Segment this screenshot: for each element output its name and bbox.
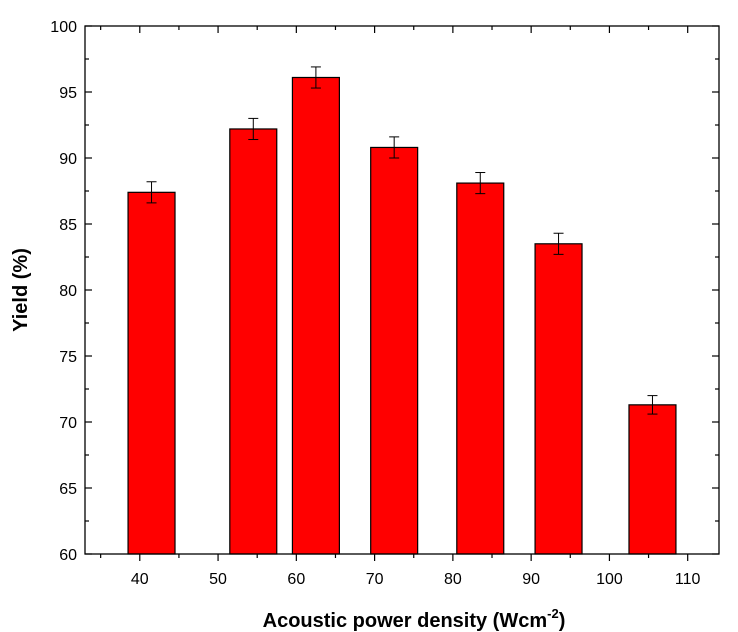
x-tick-label: 100 xyxy=(596,571,623,588)
error-bar-7 xyxy=(647,395,658,415)
y-tick-label: 70 xyxy=(59,415,77,432)
bar-4 xyxy=(370,146,419,555)
error-bar-3 xyxy=(310,66,321,89)
x-tick-label: 110 xyxy=(675,571,701,588)
x-axis-title-superscript: -2 xyxy=(547,606,559,621)
y-tick-label: 60 xyxy=(59,547,77,564)
bar-2 xyxy=(229,128,278,555)
bar-1 xyxy=(127,191,176,555)
error-bar-4 xyxy=(389,136,400,159)
y-tick-label: 100 xyxy=(50,19,77,36)
x-axis-title: Acoustic power density (Wcm-2) xyxy=(263,606,566,632)
x-tick-label: 90 xyxy=(522,571,540,588)
bar-6 xyxy=(534,243,583,555)
x-tick-label: 50 xyxy=(209,571,227,588)
y-tick-label: 95 xyxy=(59,85,77,102)
x-tick-label: 40 xyxy=(131,571,149,588)
error-bar-6 xyxy=(553,232,564,255)
y-tick-label: 85 xyxy=(59,217,77,234)
bars-layer xyxy=(127,76,677,555)
bar-7 xyxy=(628,404,677,555)
x-axis-title-suffix: ) xyxy=(559,610,566,632)
y-axis-title: Yield (%) xyxy=(10,248,32,332)
x-axis-title-main: Acoustic power density (Wcm xyxy=(263,610,548,632)
x-tick-label: 60 xyxy=(287,571,305,588)
errorbars-layer xyxy=(146,66,658,415)
x-tick-label: 70 xyxy=(366,571,384,588)
y-tick-label: 80 xyxy=(59,283,77,300)
error-bar-5 xyxy=(475,172,486,195)
ticks-layer xyxy=(85,25,719,561)
x-tick-label: 80 xyxy=(444,571,462,588)
error-bar-1 xyxy=(146,181,157,204)
bar-5 xyxy=(456,182,505,555)
y-tick-label: 90 xyxy=(59,151,77,168)
error-bar-2 xyxy=(248,117,259,141)
tick-labels-layer: 60 65 70 75 80 85 90 95 100 40 50 60 70 80 90 100 110 xyxy=(50,19,700,588)
y-tick-label: 75 xyxy=(59,349,77,366)
y-tick-label: 65 xyxy=(59,481,77,498)
bar-3 xyxy=(291,76,340,555)
